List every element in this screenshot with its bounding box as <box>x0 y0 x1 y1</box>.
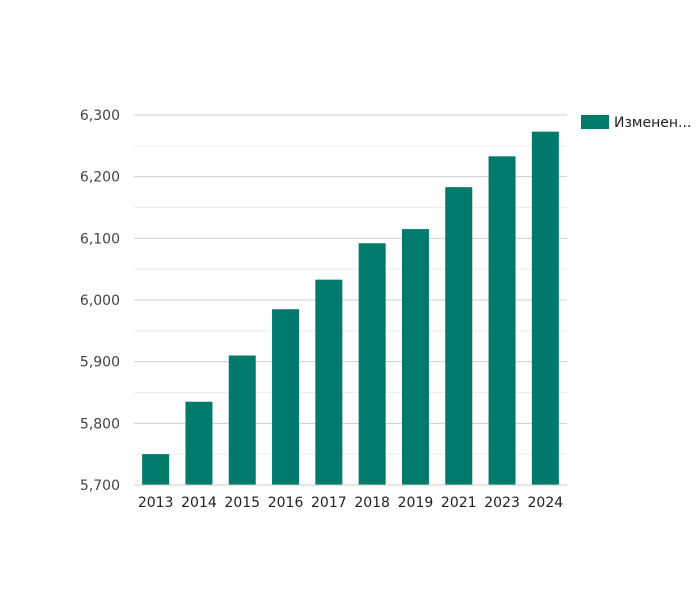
bar-2017[interactable] <box>315 279 343 485</box>
x-tick-label: 2024 <box>528 495 564 511</box>
x-tick-label: 2014 <box>181 495 217 511</box>
bar-2013[interactable] <box>142 454 170 485</box>
x-tick-label: 2017 <box>311 495 347 511</box>
legend-swatch <box>581 115 609 129</box>
bar-2021[interactable] <box>445 187 473 485</box>
bar-2023[interactable] <box>488 156 516 486</box>
y-tick-label: 5,900 <box>80 355 120 371</box>
bar-2024[interactable] <box>531 131 559 485</box>
y-axis-ticks: 5,700 5,800 5,900 6,000 6,100 6,200 6,300 <box>80 108 120 494</box>
y-tick-label: 5,700 <box>80 478 120 494</box>
x-axis-ticks: 2013 2014 2015 2016 2017 2018 2019 2021 2023 2024 <box>138 495 563 511</box>
bar-2019[interactable] <box>401 229 429 485</box>
bar-2014[interactable] <box>185 401 213 485</box>
x-tick-label: 2013 <box>138 495 174 511</box>
bar-2016[interactable] <box>272 309 300 485</box>
x-tick-label: 2015 <box>224 495 260 511</box>
y-tick-label: 6,000 <box>80 293 120 309</box>
x-tick-label: 2018 <box>354 495 390 511</box>
bar-2015[interactable] <box>228 355 256 486</box>
x-tick-label: 2016 <box>268 495 304 511</box>
y-tick-label: 6,100 <box>80 231 120 247</box>
bar-2018[interactable] <box>358 243 386 485</box>
y-tick-label: 5,800 <box>80 416 120 432</box>
y-tick-label: 6,300 <box>80 108 120 124</box>
x-tick-label: 2021 <box>441 495 477 511</box>
bar-series <box>142 131 559 486</box>
x-tick-label: 2019 <box>398 495 434 511</box>
x-tick-label: 2023 <box>484 495 520 511</box>
legend-label: Изменен... <box>614 115 691 131</box>
y-tick-label: 6,200 <box>80 170 120 186</box>
legend[interactable]: Изменен... <box>581 115 691 131</box>
